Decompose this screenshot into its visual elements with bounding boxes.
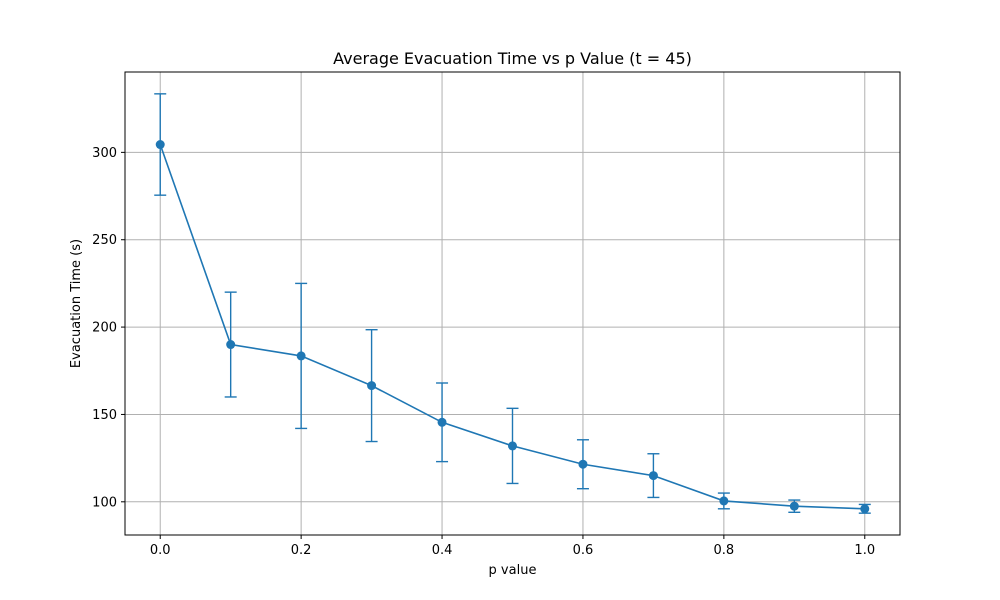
data-point [578,459,588,469]
data-point [789,501,799,511]
x-tick-label: 0.2 [291,543,312,558]
x-tick-label: 1.0 [854,543,875,558]
axis-ticks: 0.0 0.2 0.4 0.6 0.8 1.0 100 150 200 250 300 [92,146,875,558]
data-point [367,381,377,391]
y-tick-label: 100 [92,495,117,510]
y-tick-label: 250 [92,233,117,248]
data-point [226,340,236,350]
x-axis-label: p value [489,563,537,578]
data-point [437,417,447,427]
plot-area-frame [124,71,901,536]
data-series [154,93,871,514]
grid-lines [125,72,900,535]
x-tick-label: 0.4 [432,543,453,558]
y-tick-label: 300 [92,146,117,161]
y-axis-label: Evacuation Time (s) [69,239,84,368]
data-point [296,351,306,361]
data-point [508,441,517,451]
x-tick-label: 0.8 [714,543,735,558]
data-point [719,496,729,506]
data-point [860,504,870,514]
x-tick-label: 0.6 [573,543,594,558]
y-tick-label: 200 [92,321,117,336]
chart-title: Average Evacuation Time vs p Value (t = … [333,49,692,68]
data-point [155,140,165,150]
y-tick-label: 150 [92,408,117,423]
x-tick-label: 0.0 [150,543,171,558]
data-point [648,471,658,481]
